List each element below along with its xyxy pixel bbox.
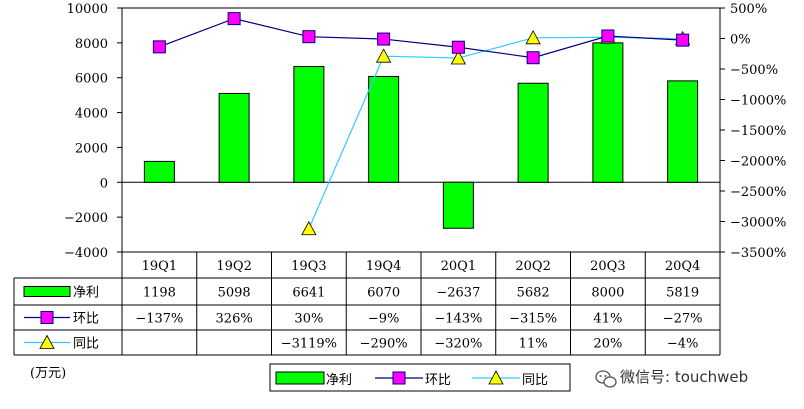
legend-swatch	[275, 371, 325, 385]
bar	[592, 42, 624, 183]
data-label: −320%	[434, 337, 482, 352]
bar	[368, 75, 400, 183]
y-right-tick-label: −3000%	[730, 216, 786, 231]
point-marker	[488, 370, 504, 385]
x-tick-label: 20Q2	[515, 259, 550, 274]
point-marker	[377, 32, 391, 46]
bar	[517, 82, 549, 183]
data-label: −27%	[663, 312, 703, 327]
data-label: 6070	[367, 286, 400, 301]
data-label: 11%	[519, 337, 548, 352]
point-marker	[301, 220, 317, 236]
y-left-tick-label: −2000	[64, 211, 108, 226]
data-label: 5682	[517, 286, 550, 301]
x-tick-label: 19Q2	[216, 259, 251, 274]
data-label: 8000	[591, 286, 624, 301]
point-marker	[302, 30, 316, 44]
legend-label: 环比	[425, 373, 451, 388]
data-label: −9%	[368, 312, 400, 327]
y-left-tick-label: 0	[100, 176, 108, 191]
x-tick-label: 20Q4	[665, 259, 700, 274]
series-name: 净利	[73, 286, 99, 301]
point-marker	[39, 334, 55, 349]
unit-label: (万元)	[30, 366, 66, 381]
table-series-key: 同比	[24, 334, 99, 352]
plot-area: 10000 8000 6000 4000 2000 0 −2000 −4000 500% 0% −5…	[64, 2, 786, 261]
y-right-tick-label: −1000%	[730, 94, 786, 109]
x-tick-label: 19Q3	[291, 259, 326, 274]
table-series-key: 净利	[23, 286, 99, 301]
legend: 净利 环比 同比	[269, 363, 571, 392]
data-label: 41%	[593, 312, 622, 327]
point-marker	[40, 311, 54, 324]
x-tick-label: 19Q1	[142, 259, 177, 274]
y-right-tick-label: 0%	[730, 33, 751, 48]
data-label: 30%	[294, 312, 323, 327]
point-marker	[601, 29, 615, 43]
bar	[143, 160, 175, 183]
data-table: 19Q1 19Q2 19Q3 19Q4 20Q1 20Q2 20Q3 20Q4 净利 1198 50…	[13, 251, 721, 356]
data-label: −315%	[509, 312, 557, 327]
y-right-tick-label: −1500%	[730, 124, 786, 139]
data-label: 5819	[666, 286, 699, 301]
bar	[293, 66, 325, 183]
y-right-tick-label: −2500%	[730, 185, 786, 200]
data-label: −143%	[434, 312, 482, 327]
y-left-tick-label: 8000	[75, 37, 108, 52]
point-marker	[227, 12, 241, 26]
series-line	[159, 17, 683, 59]
y-right-tick-label: −2000%	[730, 155, 786, 170]
wechat-icon	[595, 370, 617, 388]
data-label: −3119%	[281, 337, 337, 352]
point-marker	[450, 50, 467, 65]
watermark: 微信号: touchweb	[595, 368, 748, 388]
point-marker	[392, 371, 406, 385]
y-left-tick-label: 4000	[75, 107, 108, 122]
data-label: 20%	[593, 337, 622, 352]
y-left-tick-label: −4000	[64, 246, 108, 261]
data-label: −290%	[360, 337, 408, 352]
data-label: −137%	[135, 312, 183, 327]
point-marker	[375, 48, 392, 63]
data-label: −4%	[667, 337, 699, 352]
y-right-tick-label: −3500%	[730, 246, 786, 261]
legend-swatch	[23, 286, 71, 297]
point-marker	[152, 40, 166, 54]
data-label: 1198	[143, 286, 176, 301]
point-marker	[676, 33, 690, 47]
point-marker	[525, 29, 541, 45]
bar	[442, 181, 474, 229]
data-label: 6641	[292, 286, 325, 301]
x-tick-label: 20Q3	[590, 259, 625, 274]
data-label: 326%	[216, 312, 253, 327]
watermark-text: 微信号: touchweb	[620, 368, 748, 386]
x-tick-label: 20Q1	[441, 259, 476, 274]
y-right-tick-label: 500%	[730, 2, 767, 17]
table-series-key: 环比	[24, 311, 99, 327]
point-marker	[526, 51, 540, 65]
legend-label: 同比	[522, 373, 548, 388]
bar	[667, 80, 699, 183]
y-right-tick-label: −500%	[730, 63, 778, 78]
series-name: 环比	[73, 312, 99, 327]
series-name: 同比	[73, 337, 99, 352]
series-line	[308, 36, 683, 229]
y-left-tick-label: 10000	[67, 2, 108, 17]
bar	[218, 92, 250, 183]
plot-frame	[121, 7, 721, 253]
point-marker	[451, 40, 465, 54]
legend-label: 净利	[326, 373, 352, 388]
data-label: 5098	[218, 286, 251, 301]
y-left-tick-label: 2000	[75, 141, 108, 156]
data-label: −2637	[436, 286, 480, 301]
x-tick-label: 19Q4	[366, 259, 401, 274]
y-left-tick-label: 6000	[75, 72, 108, 87]
